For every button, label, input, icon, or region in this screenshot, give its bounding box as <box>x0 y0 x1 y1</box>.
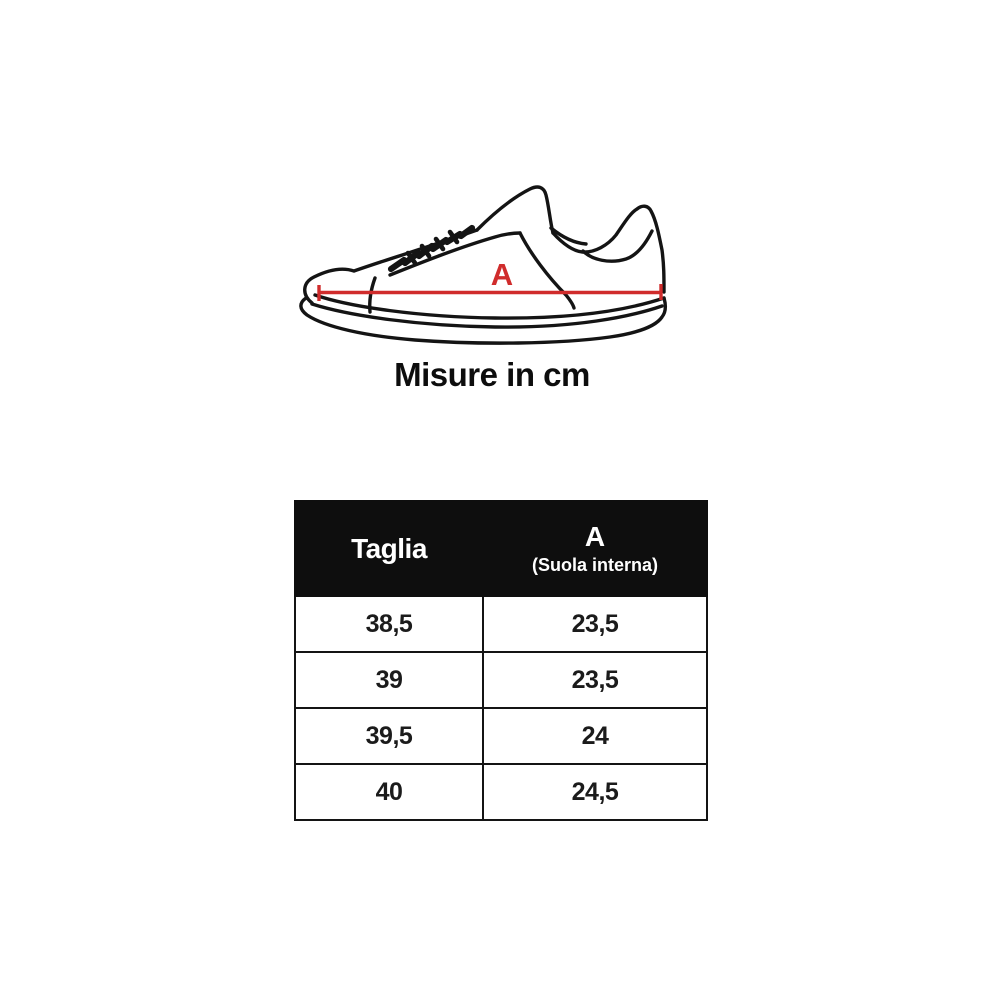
size-table: Taglia A (Suola interna) 38,5 23,5 39 23… <box>294 500 708 821</box>
toe-cap-seam <box>368 276 377 314</box>
tongue-outline <box>475 185 555 235</box>
measurement-arrow <box>317 284 663 301</box>
measurement-label-a: A <box>490 257 514 292</box>
cell-sole: 23,5 <box>482 651 708 709</box>
table-row: 40 24,5 <box>294 763 708 821</box>
table-row: 38,5 23,5 <box>294 595 708 653</box>
cell-size: 40 <box>294 763 484 821</box>
cell-sole: 24,5 <box>482 763 708 821</box>
size-table-header: Taglia A (Suola interna) <box>294 500 708 597</box>
heel-patch-seam <box>581 229 654 263</box>
sole-bottom-outline <box>299 296 668 345</box>
figure-caption: Misure in cm <box>394 356 590 393</box>
cell-size: 39,5 <box>294 707 484 765</box>
cell-sole: 23,5 <box>482 595 708 653</box>
cell-sole: 24 <box>482 707 708 765</box>
sneaker-line-art-icon <box>299 185 668 345</box>
sole-top-line <box>313 293 666 320</box>
header-measure-label: A <box>584 520 606 552</box>
header-cell-measure: A (Suola interna) <box>482 500 708 597</box>
header-cell-size: Taglia <box>294 500 484 597</box>
size-table-body: 38,5 23,5 39 23,5 39,5 24 40 24,5 <box>294 595 708 821</box>
header-size-label: Taglia <box>351 532 427 564</box>
shoe-measurement-figure: A <box>290 165 680 355</box>
collar-inner-line <box>549 226 588 246</box>
collar-heel-outline <box>551 204 666 294</box>
header-measure-sublabel: (Suola interna) <box>531 554 658 575</box>
table-row: 39,5 24 <box>294 707 708 765</box>
cell-size: 39 <box>294 651 484 709</box>
sole-accent-line <box>310 302 664 329</box>
laces <box>387 224 476 273</box>
table-row: 39 23,5 <box>294 651 708 709</box>
quarter-seam <box>518 231 576 310</box>
cell-size: 38,5 <box>294 595 484 653</box>
